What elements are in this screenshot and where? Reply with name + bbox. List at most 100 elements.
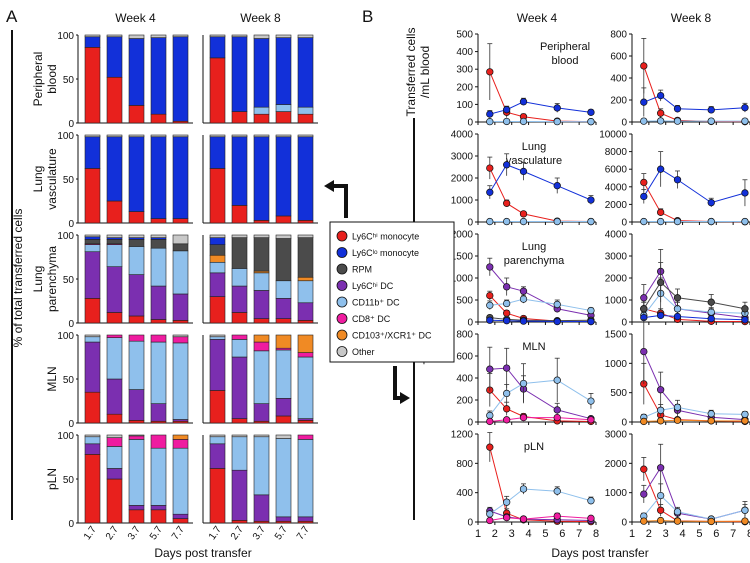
bar-segment-ly6c_hi_mono: [128, 509, 145, 524]
bar-segment-rpm: [106, 239, 123, 245]
bar-segment-ly6c_hi_mono: [231, 418, 248, 424]
legend-label: Ly6Cʰⁱ DC: [352, 281, 394, 291]
bar-segment-ly6c_hi_mono: [106, 312, 123, 324]
data-point-cd11b_dc: [657, 117, 665, 125]
data-point-ly6c_hi_mono: [486, 443, 494, 451]
bar-segment-ly6c_hi_mono: [231, 205, 248, 224]
data-point-cd8_dc: [519, 515, 528, 523]
data-point-cd11b_dc: [503, 498, 511, 506]
data-point-cd11b_dc: [503, 117, 511, 126]
bar-segment-cd11b_dc: [128, 439, 145, 506]
data-point-ly6c_lo_mono: [657, 91, 665, 100]
bar-segment-ly6c_lo_mono: [84, 136, 101, 169]
x-tick-label: 5: [696, 528, 702, 540]
bar-segment-other: [84, 434, 101, 438]
data-point-ly6c_lo_mono: [486, 188, 494, 196]
legend-marker-cd11b_dc: [336, 296, 348, 308]
bar-segment-other: [106, 134, 123, 138]
data-point-ly6c_lo_mono: [741, 189, 749, 197]
y-tick-label: 100: [57, 431, 74, 442]
bar-segment-cd11b_dc: [297, 106, 314, 115]
y-tick-label: 600: [456, 352, 473, 363]
bar-segment-ly6c_hi_dc: [106, 468, 123, 480]
data-point-ly6c_lo_mono: [503, 317, 511, 325]
bar-segment-cd11b_dc: [275, 438, 292, 518]
data-point-ly6c_hi_dc: [519, 287, 528, 295]
legend-box: [329, 221, 455, 363]
y-tick-label: 0: [68, 419, 74, 430]
row-label-line: parenchyma: [45, 246, 59, 312]
y-tick-label: 500: [456, 296, 473, 307]
data-point-ly6c_lo_mono: [657, 165, 665, 173]
row-label-line: MLN: [522, 341, 545, 353]
column-title: Week 4: [115, 11, 156, 25]
data-point-ly6c_lo_mono: [673, 176, 682, 184]
bar-segment-cd11b_dc: [253, 106, 270, 115]
bar-segment-ly6c_hi_dc: [253, 403, 270, 422]
row-label-line: pLN: [45, 468, 59, 490]
bar-segment-ly6c_lo_mono: [231, 136, 248, 206]
bar-segment-other: [150, 134, 167, 138]
y-tick-label: 400: [456, 488, 473, 499]
y-axis-label-top: Transferred cells/mL blood: [404, 28, 432, 117]
bar-segment-cd11b_dc: [297, 280, 314, 304]
bar-segment-cd11b_dc: [297, 439, 314, 518]
bar-segment-other: [172, 334, 189, 338]
bar-segment-other: [253, 34, 270, 39]
data-point-cd8_dc: [519, 413, 528, 422]
data-point-ly6c_lo_mono: [503, 106, 511, 114]
bar-segment-ly6c_hi_mono: [84, 298, 101, 324]
bar-segment-other: [209, 434, 226, 438]
bar-segment-cd103_dc: [209, 254, 226, 263]
bar-segment-cd8_dc: [150, 434, 167, 449]
legend-label: RPM: [352, 265, 372, 275]
y-tick-label: 2000: [605, 459, 628, 470]
bar-segment-ly6c_hi_mono: [209, 390, 226, 424]
y-tick-label: 1500: [451, 252, 474, 263]
bar-segment-ly6c_hi_mono: [106, 478, 123, 524]
data-point-cd8_dc: [503, 513, 511, 522]
data-point-ly6c_hi_mono: [486, 164, 494, 172]
bar-segment-ly6c_lo_mono: [297, 37, 314, 108]
bar-segment-ly6c_lo_mono: [150, 136, 167, 219]
bar-segment-ly6c_hi_mono: [275, 318, 292, 324]
y-tick-label: 0: [621, 418, 627, 429]
data-point-cd11b_dc: [519, 379, 528, 388]
data-point-cd11b_dc: [673, 117, 682, 125]
column-title: Week 8: [240, 11, 281, 25]
data-point-cd11b_dc: [673, 508, 682, 516]
row-label-line: Peripheral: [540, 41, 590, 53]
bar-segment-cd11b_dc: [150, 247, 167, 287]
row-label-line: Lung: [31, 266, 45, 293]
bar-segment-ly6c_hi_mono: [84, 47, 101, 124]
bar-segment-other: [128, 434, 145, 437]
data-point-ly6c_lo_mono: [486, 316, 494, 324]
x-axis-label: Days post transfer: [154, 546, 251, 560]
bar-segment-cd11b_dc: [128, 246, 145, 275]
bar-segment-other: [231, 434, 248, 438]
bar-segment-cd11b_dc: [150, 447, 167, 506]
data-point-ly6c_hi_dc: [640, 347, 648, 356]
bar-segment-rpm: [297, 237, 314, 278]
data-point-cd8_dc: [503, 416, 511, 424]
data-point-ly6c_hi_dc: [640, 294, 648, 302]
data-point-cd11b_dc: [587, 497, 595, 505]
bar-segment-cd103_dc: [275, 334, 292, 349]
data-point-cd11b_dc: [587, 217, 595, 226]
bar-segment-ly6c_hi_dc: [84, 251, 101, 299]
bar-segment-ly6c_hi_mono: [275, 215, 292, 224]
data-point-cd11b_dc: [486, 117, 494, 126]
bar-segment-ly6c_hi_mono: [128, 420, 145, 424]
data-point-cd103_dc: [741, 417, 749, 425]
bar-segment-cd11b_dc: [128, 340, 145, 390]
x-tick-label: 8: [747, 528, 750, 540]
data-point-ly6c_lo_mono: [673, 105, 682, 113]
x-tick-label: 3.7: [251, 524, 268, 542]
x-tick-label: 6: [559, 528, 565, 540]
panel-label-a: A: [6, 7, 18, 26]
bar-segment-cd11b_dc: [172, 250, 189, 295]
bar-segment-ly6c_hi_dc: [275, 516, 292, 522]
bar-segment-other: [172, 134, 189, 138]
y-tick-label: 400: [610, 74, 627, 85]
bar-segment-ly6c_lo_mono: [275, 37, 292, 105]
